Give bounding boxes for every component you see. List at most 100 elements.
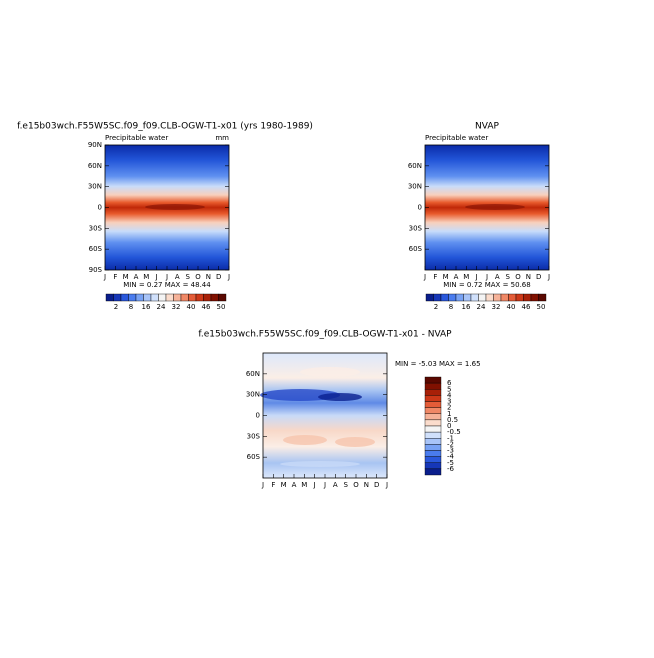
colorbar-box: [173, 293, 182, 302]
x-tick-label: A: [454, 273, 459, 281]
colorbar-box: [440, 293, 449, 302]
colorbar-label: -6: [447, 465, 455, 473]
colorbar-label: -0.5: [447, 428, 461, 436]
x-tick-label: J: [261, 481, 264, 489]
colorbar-box: [508, 293, 517, 302]
colorbar-box: [424, 407, 442, 414]
colorbar-label: 16: [462, 303, 471, 311]
x-tick-label: S: [343, 481, 348, 489]
colorbar-box: [113, 293, 122, 302]
colorbar-box: [218, 293, 227, 302]
x-tick-label: S: [505, 273, 510, 281]
colorbar-label: 40: [187, 303, 196, 311]
colorbar-box: [424, 468, 442, 476]
colorbar-label: 40: [507, 303, 516, 311]
colorbar-label: 4: [447, 391, 452, 399]
colorbar-box: [424, 431, 442, 439]
colorbar-label: -5: [447, 459, 454, 467]
x-tick-label: O: [353, 481, 359, 489]
colorbar-box: [523, 293, 532, 302]
colorbar-label: 5: [447, 385, 451, 393]
y-tick-label: 30N: [246, 391, 260, 399]
colorbar-box: [455, 293, 464, 302]
y-tick-label: 90S: [89, 266, 103, 274]
colorbar-box: [158, 293, 167, 302]
y-tick-label: 0: [418, 204, 422, 212]
x-tick-label: J: [155, 273, 158, 281]
colorbar-label: 50: [537, 303, 546, 311]
colorbar-box: [424, 376, 442, 384]
colorbar-box: [424, 438, 442, 445]
colorbar-box: [433, 293, 442, 302]
colorbar-box: [485, 293, 494, 302]
x-tick-label: N: [526, 273, 531, 281]
colorbar-box: [188, 293, 197, 302]
colorbar-box: [180, 293, 189, 302]
x-tick-label: M: [281, 481, 287, 489]
x-tick-label: O: [515, 273, 521, 281]
colorbar-label: 2: [434, 303, 438, 311]
contour-blob: [280, 461, 360, 467]
x-tick-label: J: [227, 273, 230, 281]
x-tick-label: A: [333, 481, 338, 489]
colorbar-label: 2: [447, 404, 451, 412]
colorbar-box: [424, 425, 442, 433]
min-max: MIN = 0.27 MAX = 48.44: [123, 281, 211, 289]
colorbar-box: [135, 293, 144, 302]
y-tick-label: 60S: [89, 245, 103, 253]
x-tick-label: M: [301, 481, 307, 489]
colorbar-label: -4: [447, 453, 455, 461]
x-tick-label: D: [536, 273, 541, 281]
colorbar-label: 50: [217, 303, 226, 311]
x-tick-label: D: [374, 481, 379, 489]
colorbar-box: [530, 293, 539, 302]
contour-blob: [335, 437, 375, 447]
x-tick-label: A: [175, 273, 180, 281]
x-tick-label: F: [433, 273, 437, 281]
x-tick-label: M: [463, 273, 469, 281]
colorbar-label: 8: [129, 303, 133, 311]
colorbar-box: [195, 293, 204, 302]
y-tick-label: 0: [256, 412, 260, 420]
colorbar-box: [128, 293, 137, 302]
y-tick-label: 30S: [89, 224, 103, 232]
y-tick-label: 60N: [246, 370, 260, 378]
colorbar-box: [424, 413, 442, 421]
colorbar-box: [515, 293, 524, 302]
colorbar-label: 0.5: [447, 416, 458, 424]
x-tick-label: J: [547, 273, 550, 281]
colorbar-box: [424, 450, 442, 457]
colorbar-label: 46: [522, 303, 531, 311]
x-tick-label: M: [123, 273, 129, 281]
contour-blob: [283, 435, 327, 445]
x-tick-label: N: [206, 273, 211, 281]
colorbar-box: [424, 419, 442, 427]
x-tick-label: F: [113, 273, 117, 281]
colorbar-box: [538, 293, 547, 302]
field-label: Precipitable water: [425, 134, 488, 142]
colorbar-box: [424, 395, 442, 402]
x-tick-label: A: [495, 273, 500, 281]
colorbar-label: 2: [114, 303, 118, 311]
colorbar-box: [203, 293, 212, 302]
contour-blob: [318, 393, 362, 401]
colorbar-box: [105, 293, 114, 302]
colorbar-box: [463, 293, 472, 302]
colorbar-label: 16: [142, 303, 151, 311]
colorbar-label: 8: [449, 303, 453, 311]
colorbar-box: [424, 444, 442, 451]
colorbar-label: 24: [477, 303, 486, 311]
colorbar-box: [470, 293, 479, 302]
x-tick-label: J: [165, 273, 168, 281]
colorbar-box: [210, 293, 219, 302]
colorbar-label: 0: [447, 422, 451, 430]
colorbar-box: [448, 293, 457, 302]
y-tick-label: 60S: [247, 453, 261, 461]
colorbar-label: 46: [202, 303, 211, 311]
x-tick-label: J: [385, 481, 388, 489]
colorbar-label: -1: [447, 434, 454, 442]
panel-title: f.e15b03wch.F55W5SC.f09_f09.CLB-OGW-T1-x…: [17, 122, 313, 132]
x-tick-label: A: [134, 273, 139, 281]
x-tick-label: O: [195, 273, 201, 281]
colorbar-box: [424, 401, 442, 408]
